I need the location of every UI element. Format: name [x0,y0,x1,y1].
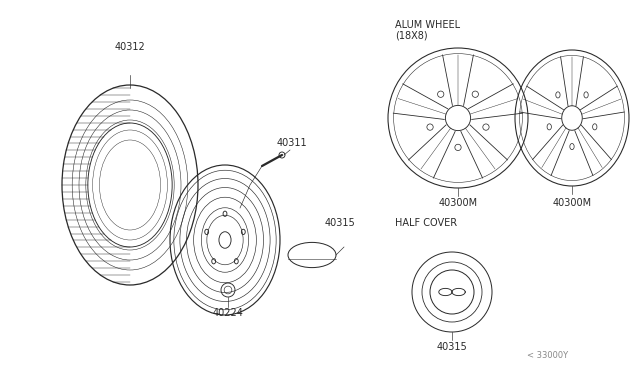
Text: 40300M: 40300M [552,198,591,208]
Text: 40315: 40315 [436,342,467,352]
Text: 40300M: 40300M [438,198,477,208]
Text: (18X8): (18X8) [395,30,428,40]
Text: 40311: 40311 [277,138,308,148]
Text: ALUM WHEEL: ALUM WHEEL [395,20,460,30]
Text: 40224: 40224 [212,308,243,318]
Text: < 33000Y: < 33000Y [527,351,568,360]
Text: 40315: 40315 [325,218,356,228]
Text: HALF COVER: HALF COVER [395,218,457,228]
Text: 40312: 40312 [115,42,145,52]
